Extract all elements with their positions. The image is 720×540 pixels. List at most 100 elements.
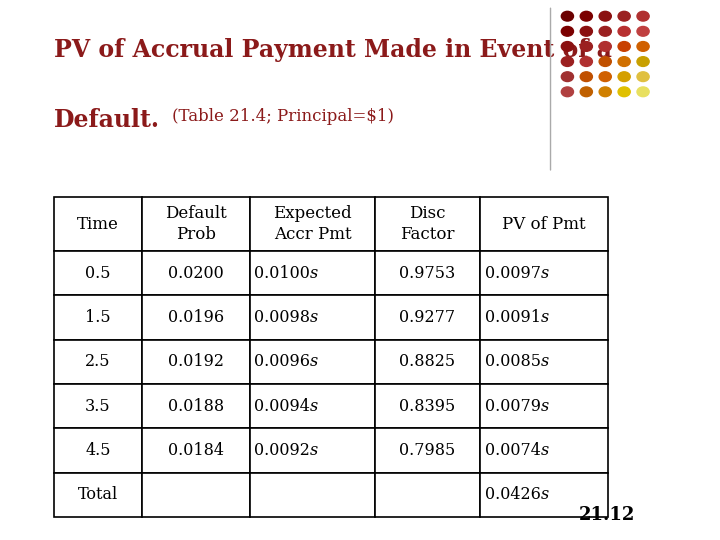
Text: 0.5: 0.5: [85, 265, 111, 282]
Bar: [54, 384, 142, 428]
Text: 1.5: 1.5: [85, 309, 111, 326]
Text: 0.0100: 0.0100: [254, 265, 310, 282]
Text: 0.8395: 0.8395: [399, 397, 455, 415]
Text: Time: Time: [77, 215, 119, 233]
Bar: [142, 197, 250, 251]
Text: s: s: [541, 397, 549, 415]
Text: 0.0094: 0.0094: [254, 397, 310, 415]
Circle shape: [618, 87, 630, 97]
Text: s: s: [541, 486, 549, 503]
Bar: [142, 340, 250, 384]
Text: 0.0096: 0.0096: [253, 353, 310, 370]
Bar: [250, 428, 375, 472]
Text: PV of Accrual Payment Made in Event of a: PV of Accrual Payment Made in Event of a: [54, 38, 612, 62]
Bar: [375, 197, 480, 251]
Text: 0.0074: 0.0074: [485, 442, 541, 459]
Bar: [54, 428, 142, 472]
Text: 0.0085: 0.0085: [485, 353, 541, 370]
Text: s: s: [541, 353, 549, 370]
Text: 0.9753: 0.9753: [399, 265, 455, 282]
Circle shape: [599, 42, 611, 51]
Bar: [142, 428, 250, 472]
Text: s: s: [310, 353, 318, 370]
Text: PV of Pmt: PV of Pmt: [502, 215, 585, 233]
Text: s: s: [310, 397, 318, 415]
Bar: [54, 295, 142, 340]
Bar: [54, 251, 142, 295]
Text: 0.0196: 0.0196: [168, 309, 224, 326]
Circle shape: [580, 26, 593, 36]
Bar: [142, 384, 250, 428]
Text: 21.12: 21.12: [579, 506, 635, 524]
Circle shape: [580, 72, 593, 82]
Text: 4.5: 4.5: [85, 442, 111, 459]
Text: (Table 21.4; Principal=$1): (Table 21.4; Principal=$1): [172, 108, 395, 125]
Bar: [375, 472, 480, 517]
Text: 0.0098: 0.0098: [253, 309, 310, 326]
Text: 3.5: 3.5: [85, 397, 111, 415]
Bar: [375, 251, 480, 295]
Circle shape: [599, 87, 611, 97]
Text: Disc
Factor: Disc Factor: [400, 205, 454, 243]
Bar: [480, 384, 608, 428]
Bar: [54, 472, 142, 517]
Text: Total: Total: [78, 486, 118, 503]
Circle shape: [580, 11, 593, 21]
Circle shape: [562, 26, 574, 36]
Text: s: s: [310, 309, 318, 326]
Circle shape: [562, 72, 574, 82]
Circle shape: [580, 57, 593, 66]
Circle shape: [618, 26, 630, 36]
Text: 0.0200: 0.0200: [168, 265, 224, 282]
Bar: [54, 340, 142, 384]
Circle shape: [580, 87, 593, 97]
Text: 2.5: 2.5: [85, 353, 111, 370]
Text: 0.0192: 0.0192: [168, 353, 224, 370]
Circle shape: [637, 72, 649, 82]
Circle shape: [637, 26, 649, 36]
Text: Expected
Accr Pmt: Expected Accr Pmt: [273, 205, 352, 243]
Bar: [142, 295, 250, 340]
Circle shape: [562, 87, 574, 97]
Text: Default
Prob: Default Prob: [165, 205, 227, 243]
Circle shape: [599, 57, 611, 66]
Bar: [480, 295, 608, 340]
Circle shape: [599, 11, 611, 21]
Circle shape: [618, 42, 630, 51]
Bar: [250, 251, 375, 295]
Circle shape: [599, 72, 611, 82]
Bar: [250, 384, 375, 428]
Bar: [54, 197, 142, 251]
Text: 0.0188: 0.0188: [168, 397, 224, 415]
Bar: [375, 340, 480, 384]
Text: 0.8825: 0.8825: [399, 353, 455, 370]
Bar: [250, 472, 375, 517]
Circle shape: [599, 26, 611, 36]
Bar: [142, 251, 250, 295]
Bar: [375, 428, 480, 472]
Bar: [480, 251, 608, 295]
Bar: [480, 340, 608, 384]
Text: Default.: Default.: [54, 108, 160, 132]
Circle shape: [562, 57, 574, 66]
Text: s: s: [541, 309, 549, 326]
Circle shape: [637, 57, 649, 66]
Text: 0.0092: 0.0092: [254, 442, 310, 459]
Text: s: s: [310, 442, 318, 459]
Circle shape: [562, 11, 574, 21]
Bar: [480, 428, 608, 472]
Text: 0.0426: 0.0426: [485, 486, 541, 503]
Text: s: s: [541, 265, 549, 282]
Circle shape: [618, 57, 630, 66]
Text: 0.0184: 0.0184: [168, 442, 224, 459]
Circle shape: [562, 42, 574, 51]
Text: 0.7985: 0.7985: [399, 442, 455, 459]
Text: 0.0079: 0.0079: [485, 397, 541, 415]
Circle shape: [618, 72, 630, 82]
Text: s: s: [541, 442, 549, 459]
Circle shape: [580, 42, 593, 51]
Bar: [375, 384, 480, 428]
Bar: [250, 295, 375, 340]
Text: 0.9277: 0.9277: [399, 309, 455, 326]
Bar: [480, 472, 608, 517]
